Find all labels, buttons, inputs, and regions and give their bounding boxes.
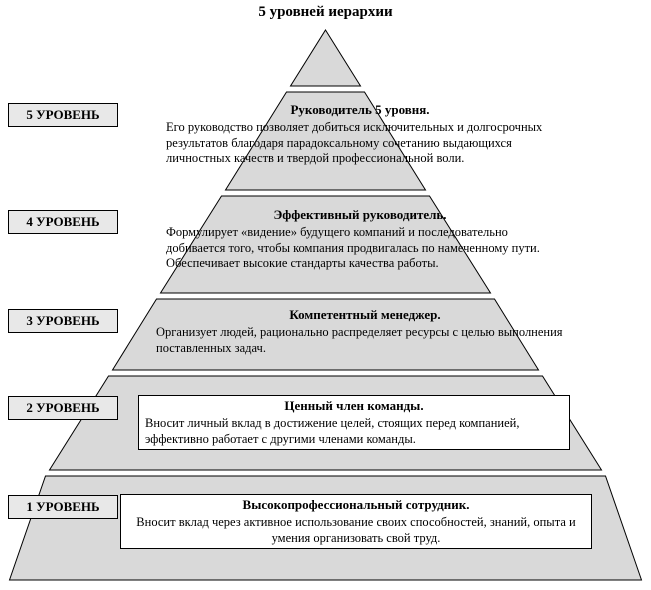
level-label-3: 3 УРОВЕНЬ <box>8 309 118 333</box>
pyramid-slice-0 <box>291 30 361 86</box>
tier-box-1: Высокопрофессиональный сотрудник. Вносит … <box>120 494 592 549</box>
tier-desc: Вносит вклад через активное использовани… <box>127 515 585 546</box>
tier-title: Компетентный менеджер. <box>156 307 574 323</box>
tier-box-2: Ценный член команды. Вносит личный вклад … <box>138 395 570 450</box>
tier-title: Руководитель 5 уровня. <box>166 102 554 118</box>
tier-title: Эффективный руководитель. <box>166 207 554 223</box>
level-label-4: 4 УРОВЕНЬ <box>8 210 118 234</box>
level-label-5: 5 УРОВЕНЬ <box>8 103 118 127</box>
level-label-1: 1 УРОВЕНЬ <box>8 495 118 519</box>
level-label-2: 2 УРОВЕНЬ <box>8 396 118 420</box>
tier-desc: Организует людей, рационально распределя… <box>156 325 574 356</box>
tier-box-5: Руководитель 5 уровня. Его руководство по… <box>160 100 560 169</box>
tier-desc: Формулирует «видение» будущего компаний … <box>166 225 554 272</box>
tier-box-3: Компетентный менеджер. Организует людей, … <box>150 305 580 358</box>
tier-title: Высокопрофессиональный сотрудник. <box>127 497 585 513</box>
tier-title: Ценный член команды. <box>145 398 563 414</box>
tier-desc: Его руководство позволяет добиться исклю… <box>166 120 554 167</box>
tier-desc: Вносит личный вклад в достижение целей, … <box>145 416 563 447</box>
tier-box-4: Эффективный руководитель. Формулирует «ви… <box>160 205 560 274</box>
